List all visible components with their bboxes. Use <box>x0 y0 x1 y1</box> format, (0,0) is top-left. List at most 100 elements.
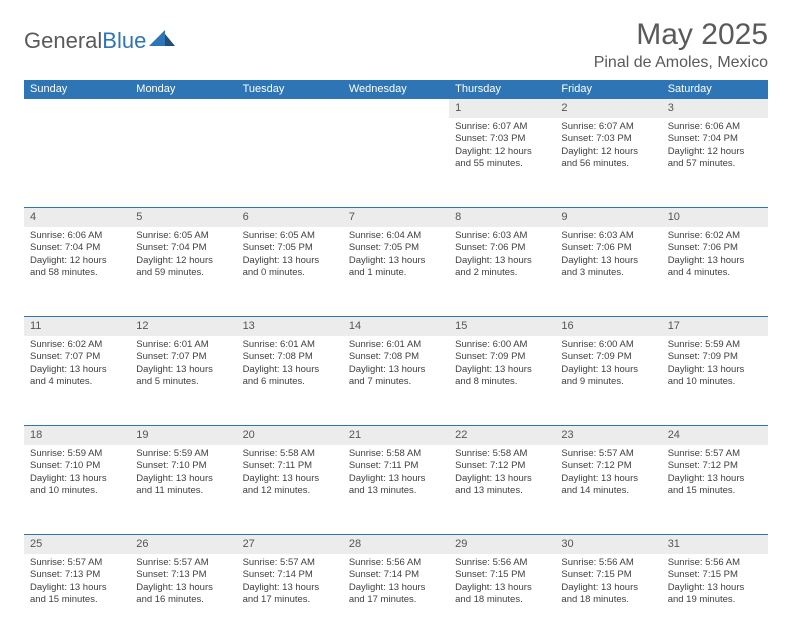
sunset-text: Sunset: 7:06 PM <box>455 242 549 255</box>
daylight-text: Daylight: 13 hours <box>243 255 337 268</box>
sunrise-text: Sunrise: 6:01 AM <box>349 339 443 352</box>
day-cell: Sunrise: 5:56 AMSunset: 7:14 PMDaylight:… <box>343 554 449 644</box>
day-cell: Sunrise: 6:03 AMSunset: 7:06 PMDaylight:… <box>449 227 555 317</box>
day-cell: Sunrise: 6:03 AMSunset: 7:06 PMDaylight:… <box>555 227 661 317</box>
day-cell: Sunrise: 6:01 AMSunset: 7:07 PMDaylight:… <box>130 336 236 426</box>
daylight-text: and 13 minutes. <box>349 485 443 498</box>
day-cell: Sunrise: 5:59 AMSunset: 7:10 PMDaylight:… <box>24 445 130 535</box>
sunrise-text: Sunrise: 6:02 AM <box>30 339 124 352</box>
empty-cell <box>130 118 236 208</box>
weekday-header: Friday <box>555 80 661 99</box>
daylight-text: and 15 minutes. <box>30 594 124 607</box>
title-block: May 2025 Pinal de Amoles, Mexico <box>594 18 768 72</box>
day-cell: Sunrise: 6:07 AMSunset: 7:03 PMDaylight:… <box>449 118 555 208</box>
daylight-text: and 19 minutes. <box>668 594 762 607</box>
daylight-text: and 7 minutes. <box>349 376 443 389</box>
sunset-text: Sunset: 7:12 PM <box>455 460 549 473</box>
day-number: 25 <box>24 535 130 554</box>
daylight-text: and 8 minutes. <box>455 376 549 389</box>
weekday-header: Monday <box>130 80 236 99</box>
daylight-text: Daylight: 13 hours <box>136 582 230 595</box>
day-number: 18 <box>24 426 130 445</box>
month-title: May 2025 <box>594 18 768 52</box>
empty-day-number <box>343 99 449 118</box>
daylight-text: and 18 minutes. <box>455 594 549 607</box>
day-number: 13 <box>237 317 343 336</box>
sunrise-text: Sunrise: 5:56 AM <box>668 557 762 570</box>
day-cell: Sunrise: 6:05 AMSunset: 7:05 PMDaylight:… <box>237 227 343 317</box>
empty-cell <box>24 118 130 208</box>
day-cell: Sunrise: 5:57 AMSunset: 7:14 PMDaylight:… <box>237 554 343 644</box>
day-number: 21 <box>343 426 449 445</box>
day-number: 7 <box>343 208 449 227</box>
sunrise-text: Sunrise: 5:59 AM <box>30 448 124 461</box>
day-cell: Sunrise: 6:07 AMSunset: 7:03 PMDaylight:… <box>555 118 661 208</box>
sunrise-text: Sunrise: 6:00 AM <box>561 339 655 352</box>
day-number: 4 <box>24 208 130 227</box>
daylight-text: Daylight: 12 hours <box>561 146 655 159</box>
daylight-text: Daylight: 13 hours <box>561 582 655 595</box>
daylight-text: and 12 minutes. <box>243 485 337 498</box>
sunrise-text: Sunrise: 6:07 AM <box>561 121 655 134</box>
daylight-text: Daylight: 13 hours <box>30 582 124 595</box>
day-number: 11 <box>24 317 130 336</box>
sunset-text: Sunset: 7:05 PM <box>243 242 337 255</box>
weekday-header: Wednesday <box>343 80 449 99</box>
sunset-text: Sunset: 7:09 PM <box>561 351 655 364</box>
sunset-text: Sunset: 7:10 PM <box>30 460 124 473</box>
daylight-text: Daylight: 13 hours <box>561 473 655 486</box>
empty-cell <box>237 118 343 208</box>
daylight-text: and 18 minutes. <box>561 594 655 607</box>
sunset-text: Sunset: 7:14 PM <box>243 569 337 582</box>
daylight-text: Daylight: 13 hours <box>243 364 337 377</box>
daylight-text: and 0 minutes. <box>243 267 337 280</box>
day-number: 8 <box>449 208 555 227</box>
content-row: Sunrise: 6:07 AM Sunset: 7:03 PM Daylight:… <box>24 118 768 208</box>
sunset-text: Sunset: 7:07 PM <box>30 351 124 364</box>
sunrise-text: Sunrise: 6:00 AM <box>455 339 549 352</box>
daylight-text: Daylight: 12 hours <box>30 255 124 268</box>
sunrise-text: Sunrise: 5:56 AM <box>561 557 655 570</box>
sunrise-text: Sunrise: 5:56 AM <box>349 557 443 570</box>
day-cell: Sunrise: 6:06 AMSunset: 7:04 PMDaylight:… <box>24 227 130 317</box>
daylight-text: Daylight: 13 hours <box>349 364 443 377</box>
day-number: 22 <box>449 426 555 445</box>
daylight-text: and 17 minutes. <box>243 594 337 607</box>
day-number: 9 <box>555 208 661 227</box>
day-cell: Sunrise: 5:56 AMSunset: 7:15 PMDaylight:… <box>449 554 555 644</box>
daynum-row: 45678910 <box>24 208 768 227</box>
sunset-text: Sunset: 7:03 PM <box>455 133 549 146</box>
day-number: 26 <box>130 535 236 554</box>
day-number: 15 <box>449 317 555 336</box>
day-number: 12 <box>130 317 236 336</box>
daylight-text: Daylight: 13 hours <box>136 473 230 486</box>
daynum-row: 18192021222324 <box>24 426 768 445</box>
daylight-text: and 3 minutes. <box>561 267 655 280</box>
sunrise-text: Sunrise: 5:58 AM <box>455 448 549 461</box>
daylight-text: and 11 minutes. <box>136 485 230 498</box>
sunset-text: Sunset: 7:12 PM <box>668 460 762 473</box>
daylight-text: and 17 minutes. <box>349 594 443 607</box>
daylight-text: Daylight: 13 hours <box>136 364 230 377</box>
day-number: 6 <box>237 208 343 227</box>
sunset-text: Sunset: 7:04 PM <box>668 133 762 146</box>
sunrise-text: Sunrise: 6:06 AM <box>668 121 762 134</box>
sunset-text: Sunset: 7:11 PM <box>349 460 443 473</box>
daylight-text: Daylight: 13 hours <box>455 255 549 268</box>
day-cell: Sunrise: 6:04 AMSunset: 7:05 PMDaylight:… <box>343 227 449 317</box>
sunset-text: Sunset: 7:06 PM <box>561 242 655 255</box>
sunset-text: Sunset: 7:09 PM <box>668 351 762 364</box>
sunrise-text: Sunrise: 5:57 AM <box>30 557 124 570</box>
day-cell: Sunrise: 5:57 AMSunset: 7:13 PMDaylight:… <box>24 554 130 644</box>
empty-day-number <box>237 99 343 118</box>
day-cell: Sunrise: 5:58 AMSunset: 7:12 PMDaylight:… <box>449 445 555 535</box>
sunrise-text: Sunrise: 5:59 AM <box>668 339 762 352</box>
weekday-header-row: SundayMondayTuesdayWednesdayThursdayFrid… <box>24 80 768 99</box>
weekday-header: Saturday <box>662 80 768 99</box>
daylight-text: Daylight: 13 hours <box>455 473 549 486</box>
sunset-text: Sunset: 7:13 PM <box>30 569 124 582</box>
sunrise-text: Sunrise: 5:57 AM <box>136 557 230 570</box>
daylight-text: Daylight: 13 hours <box>349 473 443 486</box>
day-cell: Sunrise: 6:02 AMSunset: 7:06 PMDaylight:… <box>662 227 768 317</box>
empty-cell <box>343 118 449 208</box>
